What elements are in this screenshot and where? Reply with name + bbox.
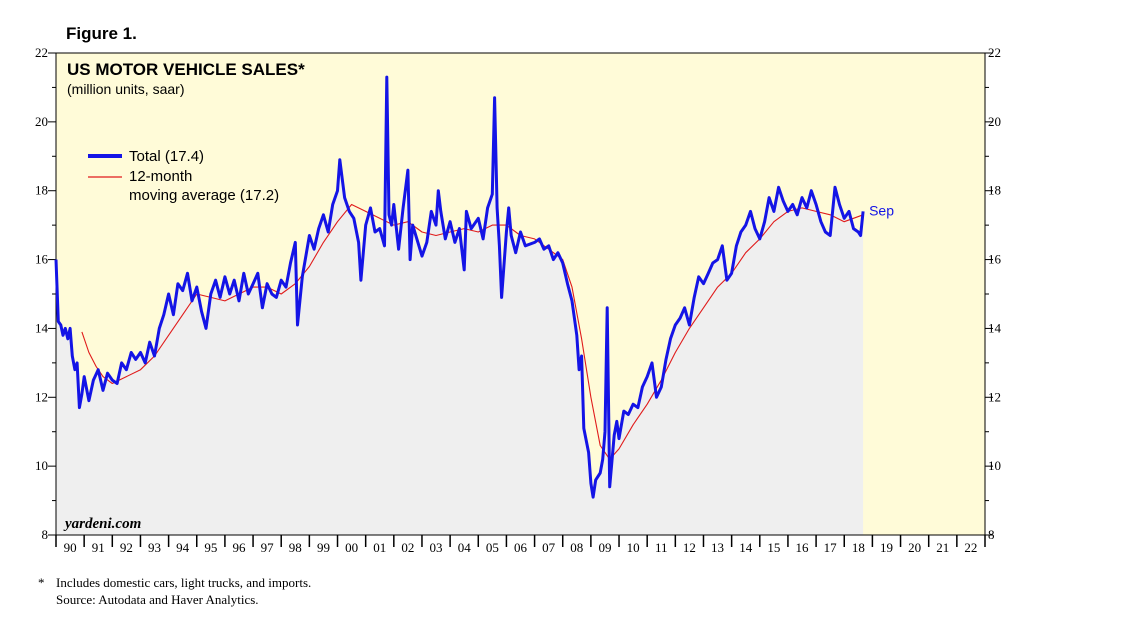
x-tick-label: 95 (204, 540, 217, 555)
legend-label-average-line2: moving average (17.2) (129, 187, 279, 204)
x-tick-label: 91 (92, 540, 105, 555)
x-tick-label: 19 (880, 540, 893, 555)
x-tick-label: 00 (345, 540, 358, 555)
x-tick-label: 93 (148, 540, 161, 555)
y-tick-label-left: 16 (35, 252, 49, 267)
x-tick-label: 97 (261, 540, 275, 555)
chart-title: US MOTOR VEHICLE SALES* (67, 60, 305, 79)
x-tick-label: 09 (598, 540, 611, 555)
y-tick-label-left: 14 (35, 320, 49, 335)
x-tick-label: 96 (232, 540, 246, 555)
end-annotation: Sep (869, 202, 894, 218)
x-tick-label: 20 (908, 540, 921, 555)
y-tick-label-right: 18 (988, 183, 1001, 198)
y-tick-label-right: 8 (988, 527, 995, 542)
legend-label-total: Total (17.4) (129, 148, 204, 165)
x-tick-label: 90 (64, 540, 77, 555)
y-tick-label-left: 20 (35, 114, 48, 129)
x-tick-label: 10 (627, 540, 640, 555)
x-tick-label: 98 (289, 540, 302, 555)
footnote-marker: * (38, 575, 45, 590)
x-tick-label: 06 (514, 540, 528, 555)
y-tick-label-right: 14 (988, 320, 1002, 335)
x-tick-label: 13 (711, 540, 724, 555)
x-tick-label: 08 (570, 540, 583, 555)
x-tick-label: 18 (852, 540, 865, 555)
footnote-note: * Includes domestic cars, light trucks, a… (38, 575, 311, 591)
x-tick-label: 94 (176, 540, 190, 555)
footnote-text: Includes domestic cars, light trucks, an… (56, 575, 312, 590)
y-tick-label-left: 18 (35, 183, 48, 198)
x-tick-label: 03 (430, 540, 443, 555)
x-tick-label: 14 (739, 540, 753, 555)
y-tick-label-right: 16 (988, 252, 1002, 267)
area-shade (56, 77, 864, 535)
y-tick-label-left: 22 (35, 45, 48, 60)
x-tick-label: 17 (824, 540, 838, 555)
x-tick-label: 07 (542, 540, 556, 555)
footnote-source: Source: Autodata and Haver Analytics. (56, 592, 259, 607)
chart: 8 8 10 10 12 12 14 14 16 16 18 18 20 20 22 22 90 91 92 93 94… (35, 45, 1002, 555)
x-tick-label: 04 (458, 540, 472, 555)
watermark: yardeni.com (63, 516, 141, 532)
y-tick-label-left: 8 (42, 527, 49, 542)
y-tick-label-right: 20 (988, 114, 1001, 129)
x-tick-label: 01 (373, 540, 386, 555)
chart-subtitle: (million units, saar) (67, 81, 184, 97)
total-line (54, 75, 865, 499)
y-tick-label-right: 10 (988, 458, 1001, 473)
x-tick-label: 16 (796, 540, 810, 555)
x-tick-label: 92 (120, 540, 133, 555)
x-tick-label: 21 (936, 540, 949, 555)
y-tick-label-right: 12 (988, 389, 1001, 404)
x-tick-label: 22 (964, 540, 977, 555)
y-tick-label-left: 12 (35, 389, 48, 404)
y-tick-label-left: 10 (35, 458, 48, 473)
x-tick-label: 12 (683, 540, 696, 555)
figure-label: Figure 1. (66, 24, 137, 43)
x-tick-label: 99 (317, 540, 330, 555)
legend-label-average-line1: 12-month (129, 168, 192, 185)
x-tick-label: 02 (401, 540, 414, 555)
x-tick-label: 11 (655, 540, 668, 555)
x-tick-label: 05 (486, 540, 499, 555)
x-tick-label: 15 (767, 540, 780, 555)
y-tick-label-right: 22 (988, 45, 1001, 60)
